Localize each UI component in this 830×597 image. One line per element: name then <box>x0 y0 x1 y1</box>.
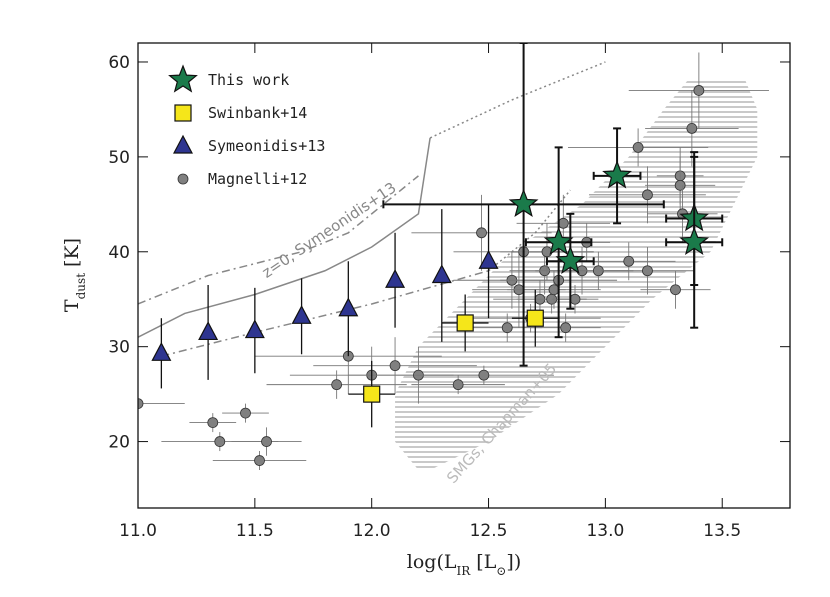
y-tick-label: 40 <box>108 243 130 263</box>
triangle-marker <box>151 342 172 361</box>
circle-marker <box>686 123 698 134</box>
circle-marker <box>674 179 686 191</box>
y-tick-label: 20 <box>108 433 130 453</box>
triangle-marker <box>478 249 499 269</box>
circle-marker <box>693 85 705 96</box>
y-label-part: dust <box>74 273 88 300</box>
circle-marker <box>240 407 251 419</box>
triangle-marker <box>198 321 219 341</box>
x-axis-label: log(LIR [L⊙]) <box>407 551 521 578</box>
triangle-marker <box>338 297 359 317</box>
legend-label: Symeonidis+13 <box>208 137 325 155</box>
triangle-marker <box>385 268 406 288</box>
model-curve <box>138 137 431 338</box>
x-label-part: log(L <box>407 551 457 573</box>
star-marker <box>555 245 586 274</box>
y-tick-label: 30 <box>108 338 130 358</box>
y-label-part: T <box>61 299 83 312</box>
star-marker <box>602 160 632 189</box>
x-label-part: IR <box>456 564 471 578</box>
x-tick-label: 13.5 <box>703 521 741 541</box>
y-axis-label: Tdust [K] <box>61 238 88 312</box>
y-label-part: [K] <box>61 238 83 273</box>
circle-marker <box>632 141 644 153</box>
circle-marker <box>548 284 560 296</box>
x-tick-label: 11.0 <box>119 521 157 541</box>
square-marker <box>363 385 381 403</box>
triangle-marker <box>291 305 312 324</box>
annotation: z=0, Symeonidis+13 <box>259 179 400 282</box>
square-marker <box>526 309 544 327</box>
circle-marker <box>478 369 490 381</box>
circle-marker <box>569 293 581 305</box>
circle-marker <box>642 265 653 277</box>
circle-marker <box>389 360 401 372</box>
circle-marker <box>557 217 569 229</box>
x-tick-label: 12.0 <box>353 521 391 541</box>
circle-marker <box>254 455 265 466</box>
x-tick-label: 11.5 <box>236 521 274 541</box>
plot-area <box>138 43 769 471</box>
circle-marker <box>261 436 272 447</box>
circle-marker <box>642 189 653 201</box>
triangle-marker <box>173 134 193 154</box>
square-marker <box>174 104 192 122</box>
star-marker <box>679 226 710 255</box>
plot-frame <box>137 42 791 509</box>
square-marker <box>456 314 474 332</box>
circle-marker <box>207 417 219 428</box>
circle-marker <box>501 322 513 334</box>
circle-marker <box>670 284 681 296</box>
triangle-marker <box>431 264 452 284</box>
star-marker <box>543 226 574 255</box>
smg-band <box>395 80 758 471</box>
circle-marker <box>138 398 144 410</box>
y-tick-label: 60 <box>108 53 130 73</box>
circle-marker <box>476 227 487 239</box>
legend-label: This work <box>208 71 289 89</box>
x-label-part: ⊙ <box>496 564 506 578</box>
x-tick-label: 12.5 <box>470 521 508 541</box>
model-curve <box>429 61 606 139</box>
circle-marker <box>560 322 572 334</box>
triangle-marker <box>244 319 265 339</box>
x-label-part: [L <box>470 551 496 573</box>
y-tick-label: 50 <box>108 148 130 168</box>
circle-marker <box>331 379 343 391</box>
star-marker <box>508 188 539 218</box>
legend-label: Magnelli+12 <box>208 170 307 188</box>
circle-marker <box>452 379 464 391</box>
star-marker <box>168 64 198 93</box>
x-label-part: ]) <box>506 551 521 573</box>
legend-label: Swinbank+14 <box>208 104 307 122</box>
circle-marker <box>177 173 189 185</box>
x-tick-label: 13.0 <box>586 521 624 541</box>
circle-marker <box>623 255 635 267</box>
circle-marker <box>214 436 226 447</box>
